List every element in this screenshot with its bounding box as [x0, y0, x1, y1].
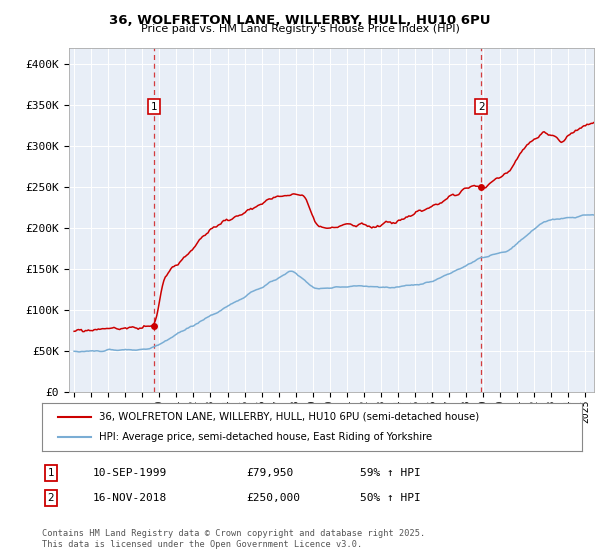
Text: 2: 2	[47, 493, 55, 503]
Text: 1: 1	[151, 102, 158, 111]
Text: 59% ↑ HPI: 59% ↑ HPI	[360, 468, 421, 478]
Text: 10-SEP-1999: 10-SEP-1999	[93, 468, 167, 478]
Text: Price paid vs. HM Land Registry's House Price Index (HPI): Price paid vs. HM Land Registry's House …	[140, 24, 460, 34]
Text: £250,000: £250,000	[246, 493, 300, 503]
Text: HPI: Average price, semi-detached house, East Riding of Yorkshire: HPI: Average price, semi-detached house,…	[98, 432, 432, 442]
Text: £79,950: £79,950	[246, 468, 293, 478]
Text: 36, WOLFRETON LANE, WILLERBY, HULL, HU10 6PU: 36, WOLFRETON LANE, WILLERBY, HULL, HU10…	[109, 14, 491, 27]
Text: 50% ↑ HPI: 50% ↑ HPI	[360, 493, 421, 503]
Text: Contains HM Land Registry data © Crown copyright and database right 2025.
This d: Contains HM Land Registry data © Crown c…	[42, 529, 425, 549]
Text: 36, WOLFRETON LANE, WILLERBY, HULL, HU10 6PU (semi-detached house): 36, WOLFRETON LANE, WILLERBY, HULL, HU10…	[98, 412, 479, 422]
Text: 2: 2	[478, 102, 484, 111]
Text: 1: 1	[47, 468, 55, 478]
Text: 16-NOV-2018: 16-NOV-2018	[93, 493, 167, 503]
